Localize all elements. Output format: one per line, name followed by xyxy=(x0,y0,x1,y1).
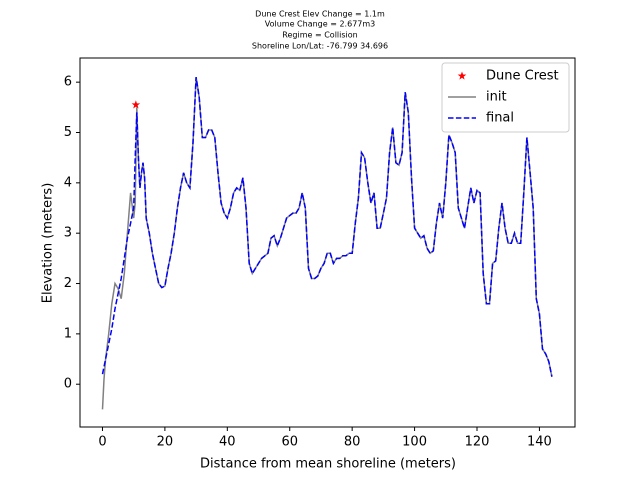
title-line: Regime = Collision xyxy=(282,31,357,40)
dune-crest-marker xyxy=(131,100,141,109)
plot-frame xyxy=(79,57,576,428)
y-tick-label: 6 xyxy=(64,75,72,90)
legend-label: init xyxy=(486,90,507,105)
x-tick-label: 140 xyxy=(527,435,552,450)
y-tick-label: 0 xyxy=(64,377,72,392)
title-line: Volume Change = 2.677m3 xyxy=(265,20,376,29)
y-tick-label: 2 xyxy=(64,276,72,291)
legend-label: Dune Crest xyxy=(486,69,559,84)
y-tick-label: 3 xyxy=(64,226,72,241)
x-tick-label: 80 xyxy=(344,435,361,450)
x-tick-label: 20 xyxy=(157,435,174,450)
x-tick-label: 60 xyxy=(281,435,298,450)
x-tick-label: 120 xyxy=(465,435,490,450)
x-tick-label: 0 xyxy=(98,435,106,450)
legend-marker xyxy=(457,71,467,80)
legend-box xyxy=(441,62,570,133)
title-line: Shoreline Lon/Lat: -76.799 34.696 xyxy=(252,42,388,51)
y-tick-label: 5 xyxy=(64,125,72,140)
x-axis-label: Distance from mean shoreline (meters) xyxy=(200,457,456,472)
y-tick-label: 1 xyxy=(64,326,72,341)
title-line: Dune Crest Elev Change = 1.1m xyxy=(255,10,385,19)
y-axis-label: Elevation (meters) xyxy=(41,183,56,304)
x-tick-label: 100 xyxy=(402,435,427,450)
profile-line xyxy=(101,76,553,377)
x-tick-label: 40 xyxy=(219,435,236,450)
y-tick-label: 4 xyxy=(64,175,72,190)
legend-label: final xyxy=(486,111,514,126)
